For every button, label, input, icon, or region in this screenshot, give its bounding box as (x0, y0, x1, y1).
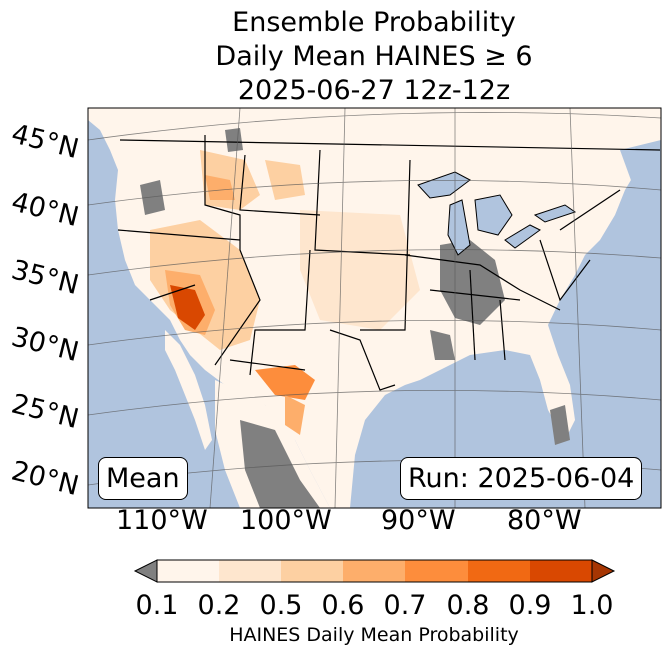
colorbar-bin-2 (281, 560, 343, 582)
missing-south (430, 330, 455, 360)
mean-label: Mean (98, 457, 188, 500)
prob-0.9-arizona (170, 285, 205, 330)
colorbar-under-extension (133, 559, 158, 583)
missing-north (225, 128, 243, 152)
colorbar-bin-0 (157, 560, 219, 582)
colorbar-bin-1 (219, 560, 281, 582)
title-line-1: Ensemble Probability (232, 7, 516, 38)
prob-0.6-idaho (205, 175, 235, 200)
colorbar-tick-0.6: 0.6 (321, 590, 365, 621)
colorbar-tick-0.5: 0.5 (259, 590, 303, 621)
prob-0.5-southwest (150, 220, 260, 350)
missing-northwest (140, 180, 165, 215)
colorbar-tick-0.8: 0.8 (446, 590, 490, 621)
missing-florida (550, 405, 570, 445)
colorbar-tick-0.9: 0.9 (508, 590, 552, 621)
prob-0.7-texas (255, 365, 315, 400)
title-line-2: Daily Mean HAINES ≥ 6 (215, 41, 533, 72)
run-date-label: Run: 2025-06-04 (400, 457, 643, 500)
prob-0.5-wyoming (265, 160, 305, 200)
lon-label-110: 110°W (116, 505, 208, 536)
lon-label-100: 100°W (240, 505, 332, 536)
lon-label-90: 90°W (381, 505, 456, 536)
colorbar-tick-1.0: 1.0 (570, 590, 614, 621)
colorbar (133, 559, 616, 583)
colorbar-tick-0.2: 0.2 (197, 590, 241, 621)
lon-label-80: 80°W (507, 505, 582, 536)
colorbar-label: HAINES Daily Mean Probability (229, 624, 519, 646)
baja-land (165, 330, 212, 450)
atlantic-ne (620, 140, 661, 220)
title-line-3: 2025-06-27 12z-12z (237, 75, 511, 106)
graticule (88, 108, 661, 508)
prob-0.6-texas-mex (285, 395, 305, 435)
colorbar-bin-6 (530, 560, 592, 582)
colorbar-tick-0.7: 0.7 (383, 590, 427, 621)
colorbar-bin-4 (405, 560, 468, 582)
colorbar-over-extension (591, 559, 616, 583)
colorbar-bin-5 (468, 560, 530, 582)
colorbar-bin-3 (343, 560, 405, 582)
colorbar-tick-0.1: 0.1 (135, 590, 179, 621)
prob-0.2-plains (300, 210, 420, 330)
map-frame (87, 107, 662, 509)
missing-mexico (240, 420, 320, 508)
